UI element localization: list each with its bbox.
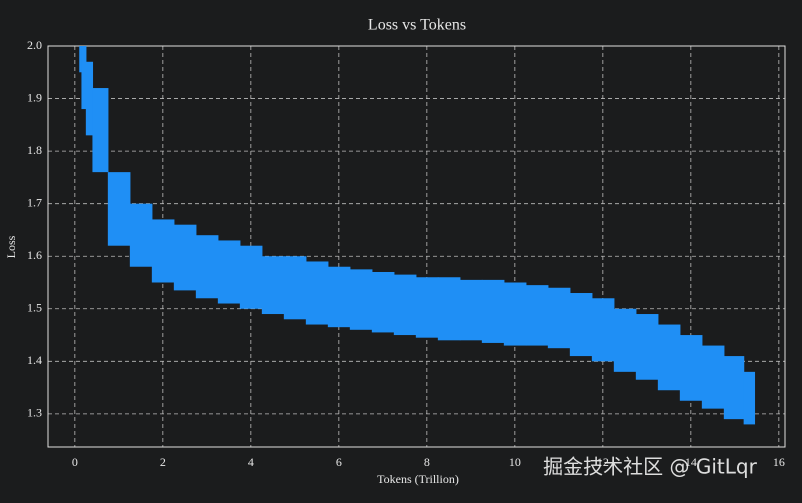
loss-band [305,261,329,325]
loss-band [173,224,197,291]
y-tick-label: 1.5 [27,301,42,315]
loss-band [525,285,549,346]
loss-band [701,345,725,409]
y-tick-label: 1.9 [27,90,42,104]
plot: 0 2 4 6 8 10 12 14 16 1.3 1.4 1.5 1.6 1.7 1.8 1.9 2.0 [27,38,786,469]
loss-band [547,287,571,349]
x-tick-label: 2 [160,455,166,469]
loss-band [437,277,461,341]
loss-band [415,277,439,338]
y-axis-label: Loss [4,235,18,258]
y-tick-label: 1.3 [27,406,42,420]
loss-band [349,269,373,330]
x-tick-label: 6 [336,455,342,469]
loss-band [85,61,94,136]
x-tick-label: 14 [685,455,697,469]
loss-band [129,203,153,267]
loss-band [81,46,87,110]
x-axis-label: Tokens (Trillion) [377,472,459,486]
x-tick-label: 8 [424,455,430,469]
loss-band [657,324,681,391]
loss-band [503,282,527,346]
chart-title: Loss vs Tokens [368,17,466,34]
loss-band [591,298,615,362]
loss-band [613,308,637,372]
loss-band [327,266,351,328]
y-tick-label: 2.0 [27,38,42,52]
loss-band [195,235,219,299]
loss-band [635,314,659,380]
x-tick-label: 10 [509,455,521,469]
x-tick-label: 12 [597,455,609,469]
loss-band [151,219,175,283]
y-tick-label: 1.8 [27,143,42,157]
loss-band [261,256,285,315]
loss-band [79,46,83,73]
loss-band [283,256,307,320]
loss-band [92,88,109,173]
loss-band [217,240,241,304]
plot-frame [47,45,786,448]
loss-band [239,245,263,309]
loss-band [481,279,505,343]
loss-band [107,172,131,246]
watermark: 掘金技术社区 @ GitLqr [543,455,757,479]
y-tick-label: 1.7 [27,195,42,209]
y-tick-label: 1.4 [27,353,42,367]
y-tick-label: 1.6 [27,248,42,262]
x-tick-label: 16 [773,455,785,469]
x-tick-label: 0 [72,455,78,469]
loss-band [743,371,756,425]
loss-band [393,274,417,336]
loss-band [679,335,703,401]
loss-band [459,279,483,341]
loss-band [371,271,395,333]
x-tick-label: 4 [248,455,254,469]
loss-band [723,356,745,420]
loss-band [569,293,593,357]
